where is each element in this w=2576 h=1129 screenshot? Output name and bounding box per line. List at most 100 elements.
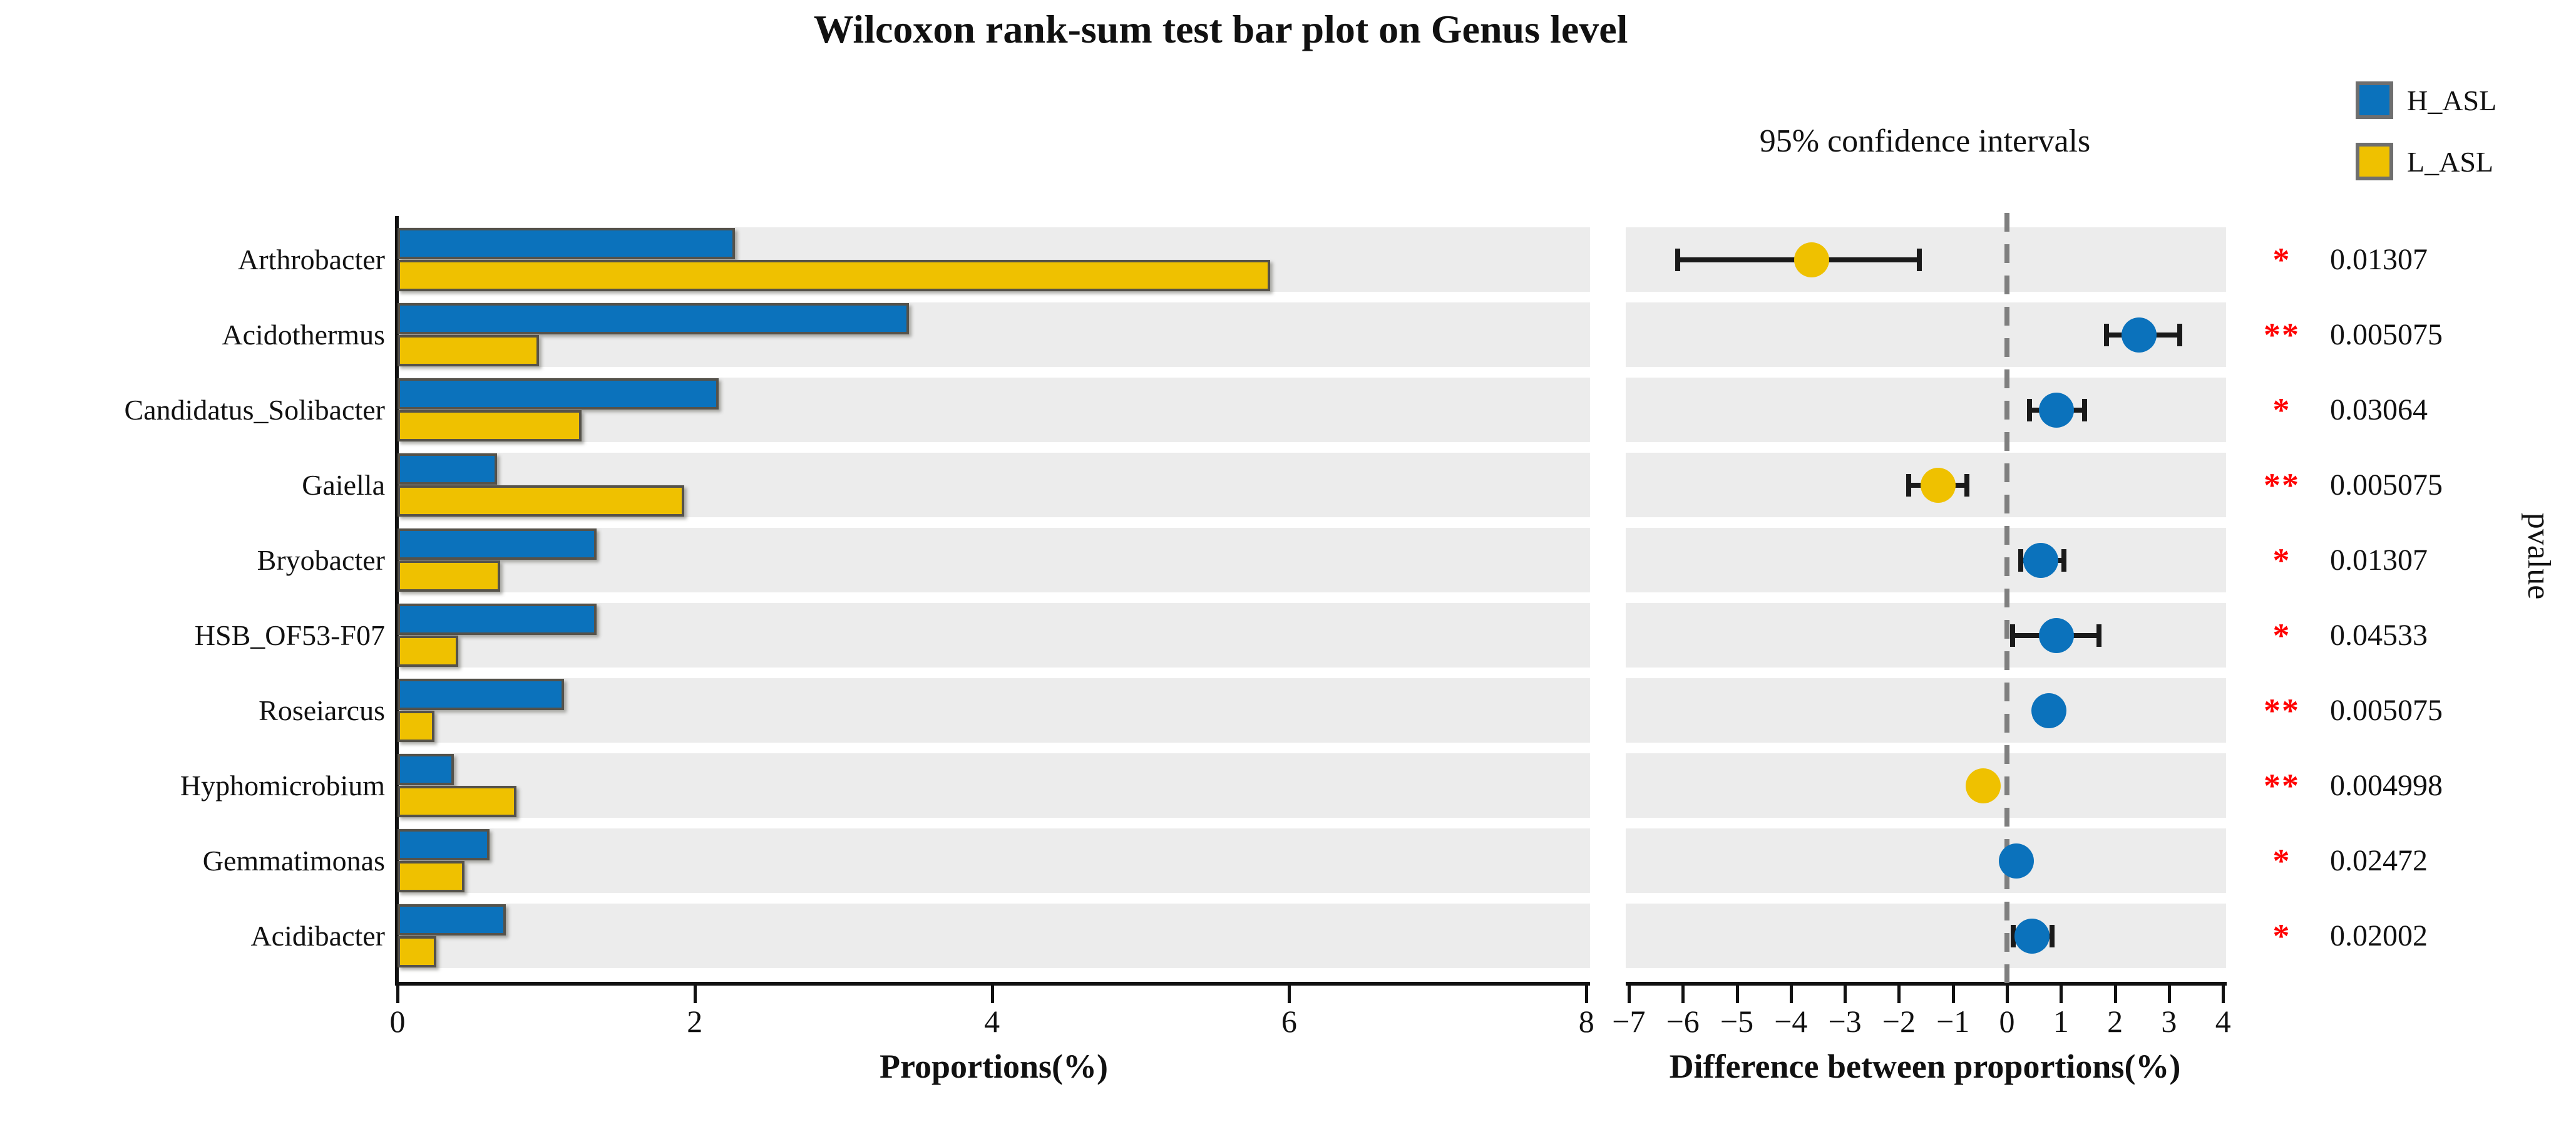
genus-label: Acidothermus (222, 319, 385, 351)
right-axis-tick-label: −2 (1882, 1004, 1916, 1039)
h-asl-bar (398, 303, 909, 334)
right-row-band (1626, 528, 2226, 592)
l-asl-bar (398, 786, 516, 817)
right-axis-tick (1789, 986, 1793, 1003)
significance-stars: ** (2264, 691, 2300, 729)
page-title: Wilcoxon rank-sum test bar plot on Genus… (813, 7, 1628, 51)
legend-item-label: L_ASL (2407, 145, 2493, 178)
legend-item-label: H_ASL (2407, 84, 2497, 116)
right-axis-tick (1735, 986, 1739, 1003)
left-axis-tick-label: 8 (1578, 1004, 1594, 1039)
ci-whisker-left-cap (2027, 398, 2033, 421)
right-axis-tick (1951, 986, 1955, 1003)
significance-stars: * (2272, 842, 2291, 880)
pvalue-text: 0.004998 (2330, 769, 2443, 802)
significance-stars: * (2272, 240, 2291, 279)
l-asl-bar (398, 410, 582, 441)
right-axis-tick-label: 4 (2215, 1004, 2231, 1039)
right-x-axis-line (1626, 982, 2227, 986)
right-axis-tick (2113, 986, 2117, 1003)
pvalue-text: 0.005075 (2330, 468, 2443, 502)
ci-whisker-left-cap (2018, 549, 2023, 572)
l-asl-bar (398, 260, 1270, 291)
right-axis-tick (1681, 986, 1685, 1003)
left-axis-tick-label: 6 (1281, 1004, 1297, 1039)
genus-label: Hyphomicrobium (180, 770, 385, 802)
right-axis-tick-label: −6 (1666, 1004, 1700, 1039)
right-axis-tick (2006, 986, 2009, 1003)
h-asl-bar (398, 378, 719, 410)
l-asl-bar (398, 711, 435, 742)
legend: H_ASL L_ASL (2356, 81, 2496, 180)
right-axis-tick-label: −1 (1936, 1004, 1970, 1039)
h-asl-bar (398, 679, 564, 710)
ci-whisker-right-cap (2177, 323, 2183, 346)
right-axis-tick-label: 0 (1999, 1004, 2015, 1039)
genus-label: Acidibacter (250, 920, 385, 952)
ci-whisker-right-cap (2082, 398, 2088, 421)
left-axis-tick (1288, 986, 1291, 1003)
genus-label: Arthrobacter (238, 244, 385, 276)
left-row-band (398, 753, 1590, 818)
right-axis-tick (2167, 986, 2171, 1003)
right-axis-tick-label: −5 (1720, 1004, 1754, 1039)
legend-item-h_asl: H_ASL (2356, 81, 2496, 119)
left-row-band (398, 678, 1590, 743)
left-y-axis-line (395, 216, 399, 985)
left-axis-tick (396, 986, 399, 1003)
significance-stars: * (2272, 541, 2291, 579)
left-row-band (398, 828, 1590, 893)
l-asl-bar (398, 560, 500, 592)
l-asl-bar (398, 636, 459, 667)
ci-panel-title: 95% confidence intervals (1759, 123, 2091, 159)
genus-label: Roseiarcus (259, 694, 385, 726)
legend-swatch-icon (2356, 143, 2393, 180)
right-axis-tick (1897, 986, 1901, 1003)
right-axis-tick-label: −3 (1828, 1004, 1862, 1039)
pvalue-text: 0.03064 (2330, 393, 2428, 426)
ci-whisker-right-cap (2050, 924, 2055, 947)
pvalue-text: 0.02002 (2330, 919, 2428, 952)
pvalue-text: 0.005075 (2330, 694, 2443, 727)
ci-dot (2122, 317, 2157, 353)
left-axis-tick-label: 2 (687, 1004, 703, 1039)
right-axis-tick (1844, 986, 1847, 1003)
ci-whisker-left-cap (2009, 624, 2015, 647)
genus-label: Candidatus_Solibacter (124, 394, 385, 426)
ci-whisker-right-cap (1964, 473, 1970, 497)
l-asl-bar (398, 485, 685, 517)
ci-whisker-left-cap (2011, 924, 2016, 947)
ci-whisker-right-cap (2096, 624, 2101, 647)
significance-stars: ** (2264, 766, 2300, 805)
significance-stars: * (2272, 917, 2291, 955)
left-axis-tick (1585, 986, 1589, 1003)
right-axis-tick (2060, 986, 2063, 1003)
legend-swatch-icon (2356, 81, 2393, 119)
left-axis-tick (990, 986, 994, 1003)
h-asl-bar (398, 754, 454, 785)
left-row-band (398, 904, 1590, 968)
right-axis-tick (1627, 986, 1631, 1003)
significance-stars: ** (2264, 466, 2300, 504)
left-x-axis-line (395, 982, 1590, 986)
l-asl-bar (398, 936, 436, 967)
genus-label: Gaiella (302, 469, 385, 501)
ci-dot (2031, 693, 2067, 728)
genus-label: Bryobacter (257, 544, 385, 576)
right-row-band (1626, 603, 2226, 668)
pvalue-text: 0.02472 (2330, 844, 2428, 877)
l-asl-bar (398, 335, 539, 366)
pvalue-text: 0.01307 (2330, 544, 2428, 577)
h-asl-bar (398, 904, 506, 936)
right-row-band (1626, 678, 2226, 743)
pvalue-axis-label: pvalue (2521, 512, 2557, 600)
ci-dot (2014, 918, 2050, 954)
h-asl-bar (398, 604, 597, 635)
ci-dot (2023, 542, 2059, 578)
ci-whisker-right-cap (2061, 549, 2066, 572)
ci-dot (2039, 617, 2075, 653)
right-axis-tick-label: −7 (1612, 1004, 1646, 1039)
ci-whisker-left-cap (2103, 323, 2109, 346)
ci-whisker-left-cap (1906, 473, 1911, 497)
